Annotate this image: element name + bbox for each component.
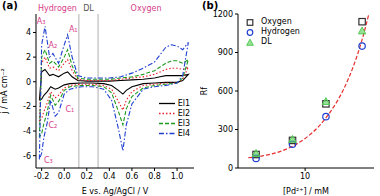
svg-text:C₃: C₃ [44,156,53,165]
html-text:Hydrogen: Hydrogen [261,27,300,36]
svg-text:A₁: A₁ [69,25,78,34]
svg-text:A₂: A₂ [49,41,58,50]
svg-text:0.6: 0.6 [126,172,139,181]
svg-text:-6: -6 [23,152,31,161]
svg-text:E vs. Ag/AgCl / V: E vs. Ag/AgCl / V [82,187,149,196]
svg-text:0: 0 [228,164,233,173]
svg-text:300: 300 [218,125,233,134]
svg-text:C₂: C₂ [49,121,58,130]
svg-text:0.8: 0.8 [148,172,161,181]
svg-text:A₃: A₃ [37,17,46,26]
html-text:Oxygen: Oxygen [261,17,292,26]
html-text:(a): (a) [2,0,18,11]
svg-text:DL: DL [83,4,94,13]
svg-text:j / mA cm⁻²: j / mA cm⁻² [8,68,9,114]
svg-text:2: 2 [26,53,31,62]
html-text:El3: El3 [177,118,190,128]
svg-text:Rf: Rf [200,87,209,96]
svg-text:1.0: 1.0 [171,172,184,181]
svg-text:0.0: 0.0 [58,172,71,181]
svg-text:1200: 1200 [213,10,233,19]
svg-text:4: 4 [26,28,31,37]
svg-text:-0.2: -0.2 [34,172,50,181]
svg-text:C₁: C₁ [65,105,74,114]
svg-text:0.4: 0.4 [103,172,116,181]
html-text:El1: El1 [177,98,190,108]
svg-text:[Pd²⁺] / mM: [Pd²⁺] / mM [283,187,329,196]
svg-text:900: 900 [218,48,233,57]
svg-text:-4: -4 [23,127,31,136]
svg-text:0.2: 0.2 [80,172,93,181]
html-text:(b): (b) [202,0,219,11]
svg-text:Hydrogen: Hydrogen [38,4,77,13]
html-text:El4: El4 [177,128,190,138]
html-text:DL: DL [261,37,272,46]
svg-text:Oxygen: Oxygen [131,4,162,13]
svg-text:-2: -2 [23,102,31,111]
svg-text:0: 0 [26,78,31,87]
html-text:El2: El2 [177,108,190,118]
svg-text:10: 10 [300,172,310,181]
svg-text:600: 600 [218,87,233,96]
